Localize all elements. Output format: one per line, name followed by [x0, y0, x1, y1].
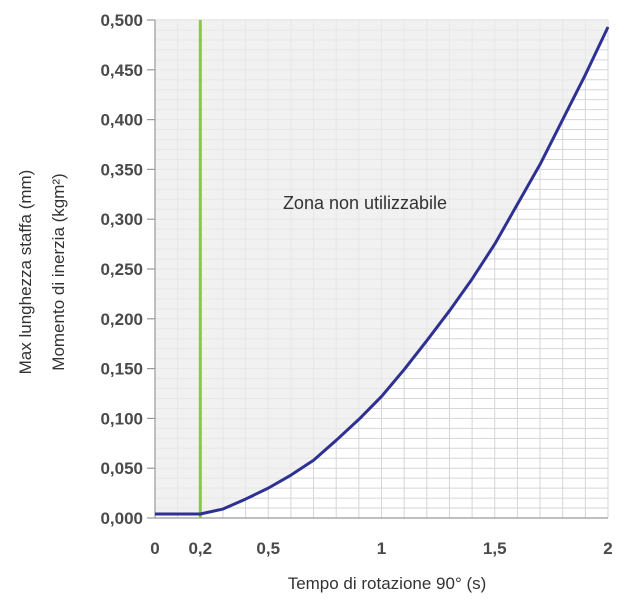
y-tick-label: 0,150	[100, 360, 143, 379]
x-tick-label: 0,2	[188, 539, 212, 558]
y-tick-label: 0,400	[100, 111, 143, 130]
series-line	[155, 26, 610, 516]
axes	[147, 19, 608, 519]
y-tick-label: 0,200	[100, 310, 143, 329]
y-tick-labels: 0,000 0,050 0,100 0,150 0,200 0,250 0,300 0,350…	[100, 11, 143, 528]
x-tick-label: 1	[377, 539, 386, 558]
y-tick-label: 0,000	[100, 509, 143, 528]
x-tick-label: 1,5	[483, 539, 507, 558]
unusable-zone-fill	[155, 20, 608, 515]
x-tick-labels: 0 0,2 0,5 1 1,5 2	[150, 539, 612, 558]
y-tick-label: 0,300	[100, 210, 143, 229]
y-tick-label: 0,450	[100, 61, 143, 80]
y-axis-title: Max lunghezza staffa (mm)	[16, 170, 35, 375]
y-tick-label: 0,350	[100, 160, 143, 179]
y-axis-title-secondary: Momento di inerzia (kgm²)	[49, 173, 68, 370]
x-tick-label: 0	[150, 539, 159, 558]
y-tick-label: 0,250	[100, 260, 143, 279]
x-tick-label: 2	[603, 539, 612, 558]
x-axis-title: Tempo di rotazione 90° (s)	[288, 574, 487, 593]
x-tick-label: 0,5	[256, 539, 280, 558]
zone-annotation: Zona non utilizzabile	[283, 193, 447, 213]
y-tick-label: 0,500	[100, 11, 143, 30]
y-tick-label: 0,050	[100, 459, 143, 478]
y-tick-label: 0,100	[100, 409, 143, 428]
